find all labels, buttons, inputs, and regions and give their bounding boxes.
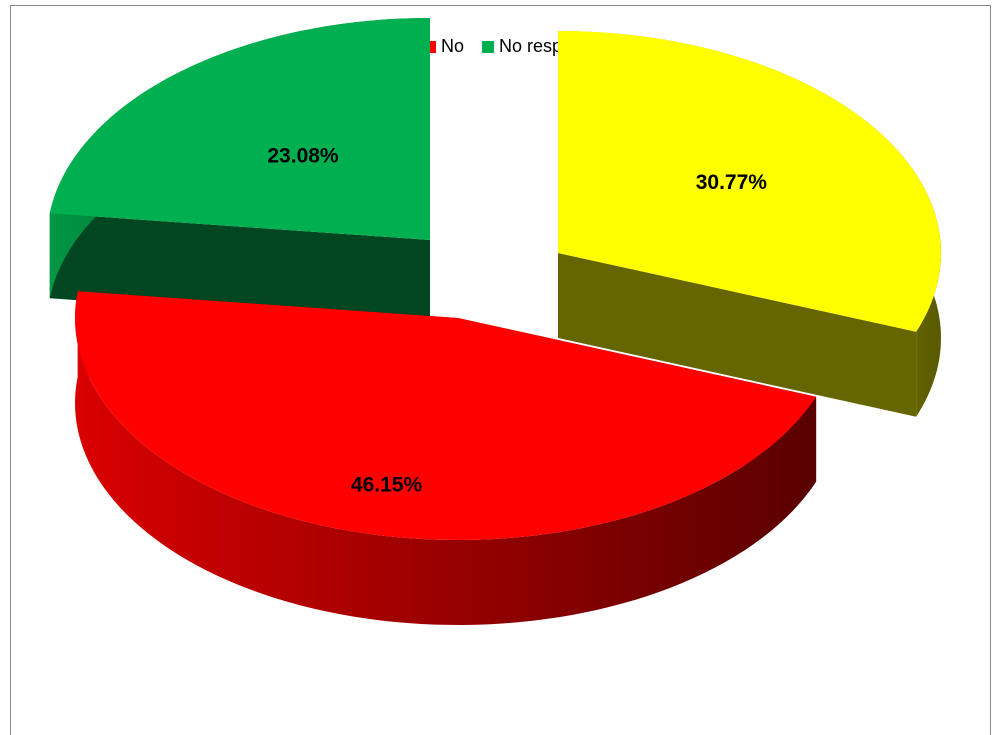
radial-wall [558, 253, 917, 417]
slice: 46.15% [75, 291, 817, 625]
pie-slice [558, 31, 941, 332]
pie-slice [75, 291, 817, 540]
data-label: 23.08% [267, 144, 339, 167]
data-label: 46.15% [351, 474, 423, 497]
legend-label: No [441, 36, 464, 56]
legend-swatch [482, 41, 494, 53]
data-label: 30.77% [696, 171, 768, 194]
outer-wall [75, 291, 817, 625]
slice: 30.77% [558, 31, 941, 417]
pie-slice [49, 18, 431, 240]
